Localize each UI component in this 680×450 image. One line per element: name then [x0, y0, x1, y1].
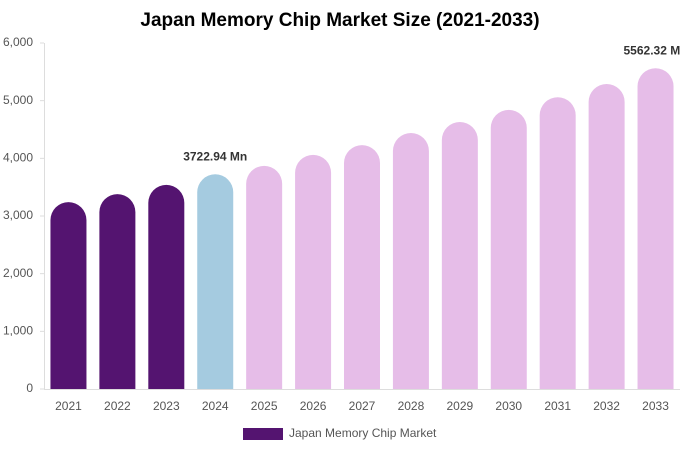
x-tick-label: 2027: [349, 399, 376, 413]
chart-title: Japan Memory Chip Market Size (2021-2033…: [140, 10, 539, 31]
x-tick-label: 2030: [495, 399, 522, 413]
y-tick-label: 0: [26, 381, 33, 395]
bar: [344, 145, 380, 389]
bar: [295, 154, 332, 389]
y-tick-label: 5,000: [3, 93, 33, 107]
x-tick-label: 2025: [251, 399, 278, 413]
bar: [539, 97, 576, 389]
legend-swatch: [243, 428, 283, 440]
y-tick-label: 4,000: [3, 151, 33, 165]
bar: [99, 194, 136, 389]
y-tick-label: 2,000: [3, 266, 33, 280]
y-tick-label: 1,000: [3, 324, 33, 338]
x-tick-label: 2023: [153, 399, 180, 413]
data-label: 5562.32 Mn: [624, 43, 680, 57]
y-tick-label: 3,000: [3, 208, 33, 222]
bar: [50, 202, 87, 389]
bar: [246, 165, 283, 389]
x-tick-label: 2032: [593, 399, 620, 413]
x-tick-label: 2029: [446, 399, 473, 413]
bar: [148, 184, 185, 389]
bar: [197, 174, 234, 389]
bar: [490, 109, 527, 389]
x-tick-label: 2024: [202, 399, 229, 413]
bar: [441, 122, 478, 389]
bar: [392, 132, 429, 389]
bar: [637, 68, 674, 389]
x-tick-label: 2033: [642, 399, 669, 413]
x-tick-label: 2031: [544, 399, 571, 413]
y-tick-label: 6,000: [3, 35, 33, 49]
legend-label: Japan Memory Chip Market: [289, 426, 437, 440]
bar: [588, 83, 625, 389]
data-label: 3722.94 Mn: [183, 149, 247, 163]
x-tick-label: 2028: [398, 399, 425, 413]
x-tick-label: 2022: [104, 399, 131, 413]
x-tick-label: 2021: [55, 399, 82, 413]
x-tick-label: 2026: [300, 399, 327, 413]
